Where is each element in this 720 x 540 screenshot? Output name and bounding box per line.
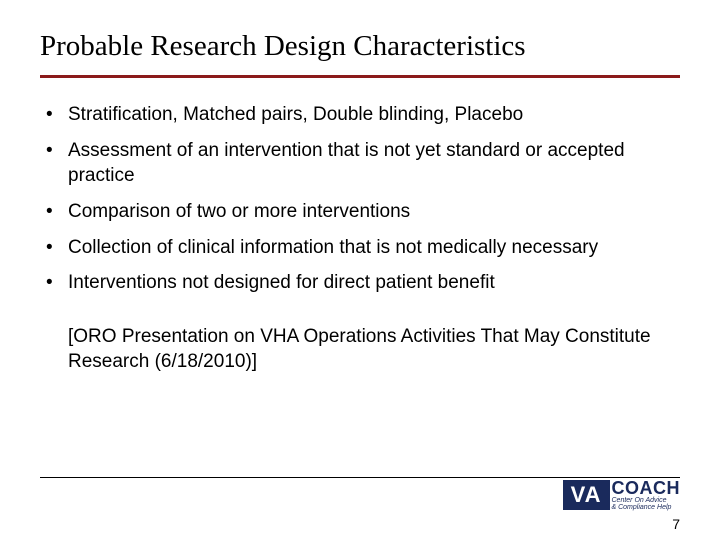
slide-title: Probable Research Design Characteristics (40, 30, 680, 63)
citation-text: [ORO Presentation on VHA Operations Acti… (40, 324, 680, 375)
bullet-item: Comparison of two or more interventions (40, 199, 680, 225)
bullet-item: Assessment of an intervention that is no… (40, 138, 680, 189)
logo-va-text: VA (563, 480, 610, 510)
va-coach-logo: VA COACH Center On Advice & Compliance H… (563, 479, 680, 512)
bullet-item: Stratification, Matched pairs, Double bl… (40, 102, 680, 128)
logo-coach-text: COACH (612, 479, 681, 497)
logo-right-block: COACH Center On Advice & Compliance Help (612, 479, 681, 512)
logo-sub-2: & Compliance Help (612, 504, 681, 512)
logo-sub-1: Center On Advice (612, 497, 681, 505)
slide: Probable Research Design Characteristics… (0, 0, 720, 540)
bullet-item: Collection of clinical information that … (40, 235, 680, 261)
bullet-item: Interventions not designed for direct pa… (40, 270, 680, 296)
page-number: 7 (672, 516, 680, 532)
bullet-list: Stratification, Matched pairs, Double bl… (40, 102, 680, 296)
title-rule (40, 75, 680, 78)
